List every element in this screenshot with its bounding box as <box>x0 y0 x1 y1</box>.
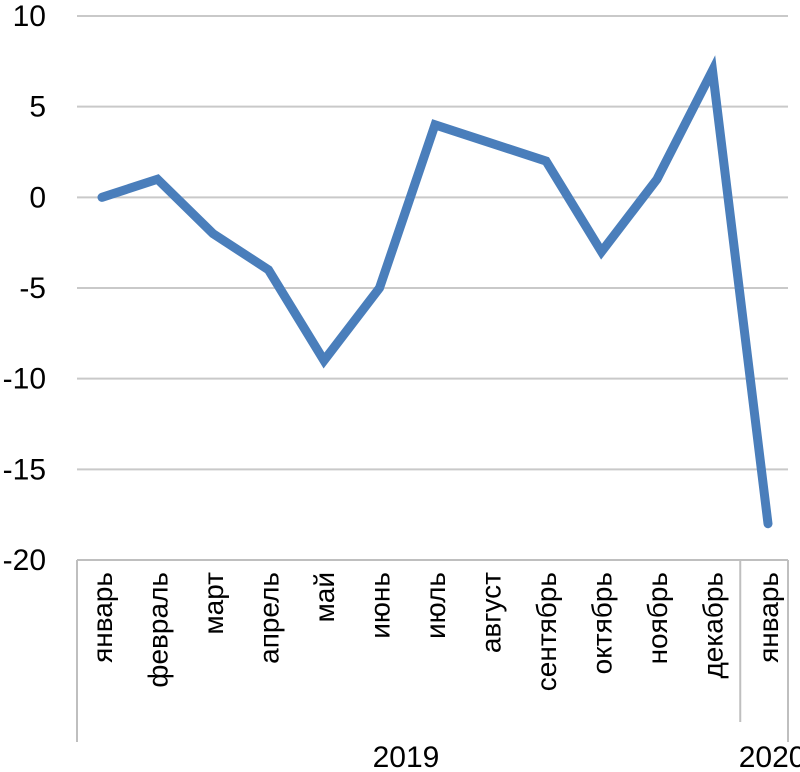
series-layer <box>97 55 773 529</box>
x-tick-label: декабрь <box>698 572 729 679</box>
x-group-label: 2020 <box>739 741 800 772</box>
data-point <box>544 159 548 163</box>
data-point <box>378 286 381 290</box>
x-tick-label: август <box>476 572 507 653</box>
data-point <box>711 68 714 72</box>
x-tick-label: февраль <box>143 572 174 688</box>
data-point <box>655 177 659 181</box>
data-point <box>267 268 270 272</box>
y-tick-label: -5 <box>19 272 46 305</box>
data-point <box>156 177 159 181</box>
data-point <box>100 195 104 199</box>
x-axis: январь февраль март апрель май июнь июль август… <box>76 559 800 772</box>
x-tick-label: январь <box>87 572 118 663</box>
x-tick-label: июль <box>420 572 451 639</box>
y-axis-tick-labels: 10 5 0 -5 -10 -15 -20 <box>3 0 46 577</box>
x-tick-label: май <box>309 572 340 622</box>
x-group-label: 2019 <box>373 741 440 772</box>
gridlines <box>77 15 788 471</box>
y-tick-label: -20 <box>3 544 46 577</box>
x-tick-label: январь <box>753 572 784 663</box>
y-tick-label: 10 <box>13 0 46 33</box>
y-tick-label: 5 <box>29 91 46 124</box>
y-tick-label: -15 <box>3 453 46 486</box>
x-tick-label: ноябрь <box>642 572 673 664</box>
data-point <box>211 232 215 236</box>
y-tick-label: -10 <box>3 363 46 396</box>
x-tick-label: сентябрь <box>531 572 562 691</box>
x-tick-label: март <box>198 572 229 635</box>
x-tick-label: июнь <box>365 572 396 639</box>
data-point <box>322 359 326 363</box>
x-tick-label: апрель <box>254 572 285 664</box>
series-line <box>97 55 773 529</box>
y-tick-label: 0 <box>29 181 46 214</box>
data-point <box>489 141 492 145</box>
data-point <box>433 123 437 127</box>
x-tick-label: октябрь <box>587 572 618 674</box>
data-point <box>766 522 770 526</box>
data-point <box>600 250 603 254</box>
